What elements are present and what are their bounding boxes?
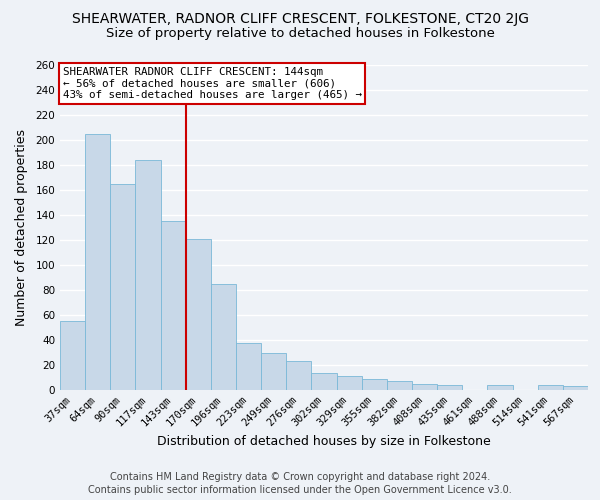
- Bar: [387, 381, 412, 390]
- Bar: [211, 284, 236, 390]
- Bar: [412, 384, 437, 390]
- Text: SHEARWATER RADNOR CLIFF CRESCENT: 144sqm
← 56% of detached houses are smaller (6: SHEARWATER RADNOR CLIFF CRESCENT: 144sqm…: [62, 66, 362, 100]
- Bar: [487, 385, 512, 390]
- Text: Contains public sector information licensed under the Open Government Licence v3: Contains public sector information licen…: [88, 485, 512, 495]
- Bar: [311, 372, 337, 390]
- Bar: [161, 221, 186, 390]
- Bar: [261, 352, 286, 390]
- Bar: [437, 385, 462, 390]
- Bar: [110, 184, 136, 390]
- Bar: [236, 342, 261, 390]
- Y-axis label: Number of detached properties: Number of detached properties: [16, 129, 28, 326]
- Text: Contains HM Land Registry data © Crown copyright and database right 2024.: Contains HM Land Registry data © Crown c…: [110, 472, 490, 482]
- Text: Size of property relative to detached houses in Folkestone: Size of property relative to detached ho…: [106, 28, 494, 40]
- Bar: [286, 361, 311, 390]
- Bar: [136, 160, 161, 390]
- Bar: [85, 134, 110, 390]
- Bar: [362, 379, 387, 390]
- X-axis label: Distribution of detached houses by size in Folkestone: Distribution of detached houses by size …: [157, 436, 491, 448]
- Bar: [538, 385, 563, 390]
- Bar: [186, 239, 211, 390]
- Bar: [337, 376, 362, 390]
- Bar: [60, 322, 85, 390]
- Text: SHEARWATER, RADNOR CLIFF CRESCENT, FOLKESTONE, CT20 2JG: SHEARWATER, RADNOR CLIFF CRESCENT, FOLKE…: [71, 12, 529, 26]
- Bar: [563, 386, 588, 390]
